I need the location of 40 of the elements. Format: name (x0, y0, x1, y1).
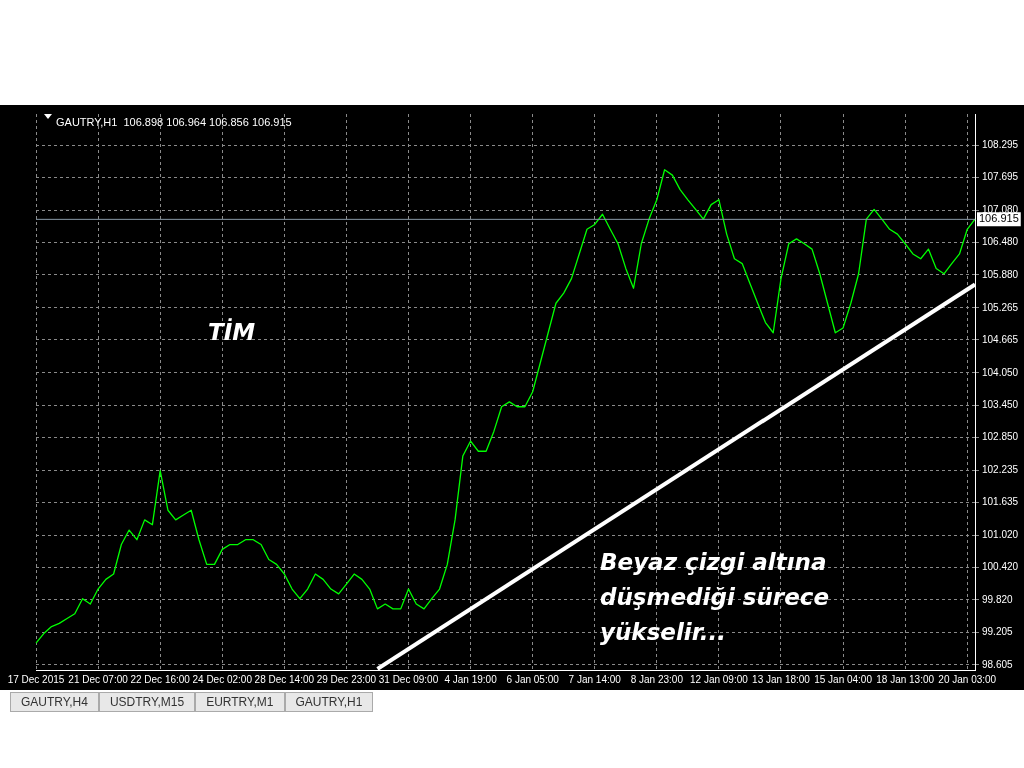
x-tick-label: 17 Dec 2015 (7, 673, 65, 685)
y-tick-label: 105.880 (982, 268, 1019, 280)
x-tick-label: 6 Jan 05:00 (506, 673, 560, 685)
annotation: TİM (208, 318, 256, 345)
x-tick-label: 12 Jan 09:00 (690, 673, 749, 685)
x-tick-label: 4 Jan 19:00 (444, 673, 498, 685)
text: EURTRY,M1 (195, 692, 285, 712)
y-tick-label: 99.205 (982, 626, 1014, 638)
text: GAUTRY,H1 (284, 692, 374, 712)
x-tick-label: 28 Dec 14:00 (254, 673, 315, 685)
y-tick-label: 106.480 (982, 236, 1019, 248)
y-tick-label: 107.695 (982, 171, 1019, 183)
x-tick-label: 29 Dec 23:00 (316, 673, 377, 685)
y-tick-label: 104.665 (982, 333, 1019, 345)
chart-title: GAUTRY,H1 106.898 106.964 106.856 106.915 (56, 115, 292, 128)
x-tick-label: 20 Jan 03:00 (938, 673, 997, 685)
ref-line-label: 106.915 (979, 212, 1019, 225)
text: GAUTRY,H4 (10, 692, 99, 712)
y-tick-label: 101.635 (982, 496, 1019, 508)
x-tick-label: 31 Dec 09:00 (378, 673, 439, 685)
x-tick-label: 15 Jan 04:00 (814, 673, 873, 685)
y-tick-label: 108.295 (982, 139, 1019, 151)
y-tick-label: 104.050 (982, 366, 1019, 378)
y-tick-label: 102.850 (982, 431, 1019, 443)
y-tick-label: 98.605 (982, 658, 1014, 670)
y-tick-label: 102.235 (982, 464, 1019, 476)
text: USDTRY,M15 (98, 692, 196, 712)
annotation: Beyaz çizgi altına düşmediği sürece yükselir... (600, 549, 830, 645)
x-tick-label: 18 Jan 13:00 (876, 673, 935, 685)
x-tick-label: 8 Jan 23:00 (630, 673, 684, 685)
x-tick-label: 21 Dec 07:00 (68, 673, 129, 685)
y-tick-label: 105.265 (982, 301, 1019, 313)
y-tick-label: 103.450 (982, 398, 1019, 410)
x-tick-label: 13 Jan 18:00 (752, 673, 811, 685)
x-tick-label: 22 Dec 16:00 (130, 673, 191, 685)
y-tick-label: 100.420 (982, 561, 1019, 573)
y-tick-label: 99.820 (982, 593, 1014, 605)
x-tick-label: 7 Jan 14:00 (568, 673, 622, 685)
x-tick-label: 24 Dec 02:00 (192, 673, 253, 685)
y-tick-label: 101.020 (982, 529, 1019, 541)
